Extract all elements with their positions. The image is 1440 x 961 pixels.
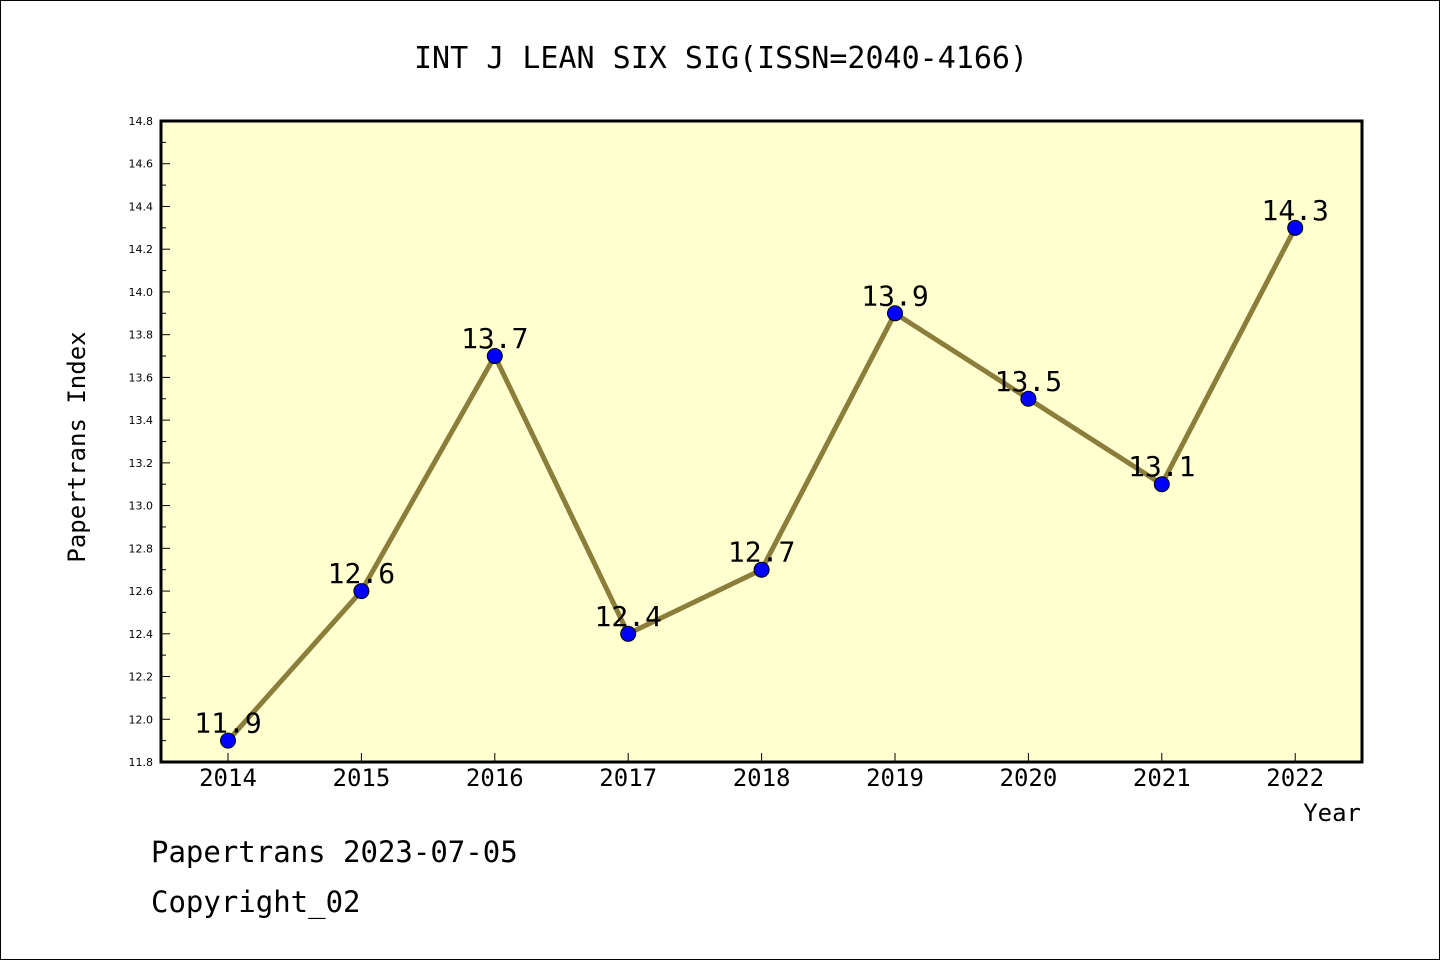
data-label: 12.7: [728, 536, 795, 569]
data-label: 13.7: [461, 322, 528, 355]
x-tick-label: 2018: [733, 764, 791, 792]
data-point: [620, 625, 637, 642]
data-label: 12.4: [594, 600, 661, 633]
x-axis: 2014 2015 2016 2017 2018 2019 2020 2021 2022: [199, 753, 1324, 792]
data-point: [887, 305, 903, 322]
x-axis-label: Year: [1303, 799, 1361, 827]
x-tick-label: 2019: [866, 764, 924, 792]
data-label: 11.9: [194, 707, 261, 740]
chart-title: INT J LEAN SIX SIG(ISSN=2040-4166): [414, 41, 1028, 76]
y-axis: 11.8 12.0 12.2 12.4 12.6 12.8 13.0 13.2 13.4 13.6…: [129, 115, 170, 769]
y-axis-label: Papertrans Index: [63, 331, 91, 562]
y-tick-label: 13.6: [129, 371, 154, 384]
data-point: [1287, 219, 1304, 236]
y-tick-label: 13.4: [129, 414, 154, 427]
data-label: 12.6: [328, 557, 395, 590]
y-tick-label: 13.2: [129, 457, 154, 470]
y-tick-label: 12.8: [129, 542, 154, 555]
y-tick-label: 14.4: [129, 200, 154, 213]
data-label: 13.9: [861, 279, 928, 312]
y-tick-label: 13.0: [129, 500, 154, 513]
y-tick-label: 13.8: [129, 329, 154, 342]
data-point: [486, 348, 503, 365]
data-label: 14.3: [1261, 194, 1328, 227]
y-tick-label: 12.2: [129, 671, 154, 684]
x-tick-label: 2016: [466, 764, 524, 792]
data-point: [753, 561, 770, 578]
x-tick-label: 2015: [333, 764, 391, 792]
y-tick-label: 11.8: [129, 756, 154, 769]
x-tick-label: 2022: [1266, 764, 1324, 792]
footer-date: Papertrans 2023-07-05: [151, 835, 518, 869]
data-point: [353, 583, 370, 600]
y-tick-label: 12.6: [129, 585, 154, 598]
y-tick-label: 12.4: [129, 628, 154, 641]
y-tick-label: 14.2: [129, 243, 154, 256]
data-points: [220, 219, 1304, 749]
plot-area: [161, 121, 1362, 762]
data-point: [1020, 390, 1037, 407]
x-tick-label: 2014: [199, 764, 257, 792]
plot-border: [159, 119, 1364, 764]
y-tick-label: 12.0: [129, 713, 154, 726]
y-tick-label: 14.8: [129, 115, 154, 128]
footer-copyright: Copyright_02: [151, 885, 361, 919]
y-tick-label: 14.6: [129, 158, 154, 171]
data-point: [1153, 476, 1170, 493]
data-label: 13.1: [1128, 450, 1195, 483]
data-label: 13.5: [995, 365, 1062, 398]
data-point: [220, 732, 236, 749]
x-tick-label: 2017: [599, 764, 657, 792]
y-tick-label: 14.0: [129, 286, 154, 299]
x-tick-label: 2021: [1133, 764, 1191, 792]
x-tick-label: 2020: [1000, 764, 1058, 792]
data-labels: 11.9 12.6 13.7 12.4 12.7 13.9 13.5 13.1 14.3: [194, 194, 1329, 740]
